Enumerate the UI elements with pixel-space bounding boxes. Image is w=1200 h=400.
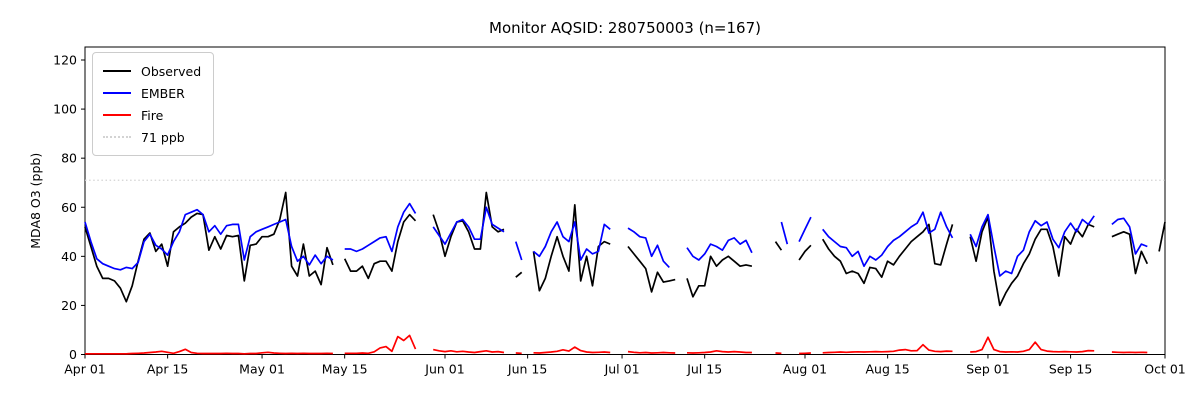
series-line-ember — [514, 241, 523, 261]
series-line-observed — [821, 223, 954, 285]
series-line-observed — [84, 191, 334, 303]
x-tick-label: Jul 01 — [604, 362, 640, 377]
x-tick-label: Aug 15 — [865, 362, 909, 377]
series-line-observed — [432, 191, 505, 258]
series-line-fire — [822, 343, 953, 354]
x-tick-label: Jun 15 — [507, 362, 547, 377]
series-line-fire — [85, 348, 333, 355]
series-line-observed — [343, 213, 417, 280]
legend-item-observed: Observed — [103, 60, 201, 82]
series-line-observed — [686, 255, 753, 298]
x-tick-label: Jul 15 — [686, 362, 722, 377]
series-line-fire — [970, 336, 1095, 353]
series-line-ember — [1111, 217, 1148, 255]
series-line-observed — [627, 245, 676, 293]
y-axis-label: MDA8 O3 (ppb) — [28, 153, 43, 249]
chart-title: Monitor AQSID: 280750003 (n=167) — [489, 19, 761, 37]
x-tick-label: Oct 01 — [1144, 362, 1186, 377]
legend-line-swatch — [103, 136, 131, 138]
series-line-fire — [686, 349, 752, 354]
series-line-observed — [798, 244, 812, 261]
legend-item-71-ppb: 71 ppb — [103, 126, 201, 148]
legend-label: Observed — [141, 63, 202, 79]
x-tick-label: Jun 01 — [424, 362, 464, 377]
legend-line-swatch — [103, 114, 131, 116]
legend-line-swatch — [103, 70, 131, 72]
x-tick-label: Aug 01 — [783, 362, 827, 377]
series-line-fire — [799, 352, 811, 355]
legend-label: 71 ppb — [141, 129, 185, 145]
series-line-observed — [969, 216, 1095, 307]
y-tick-label: 80 — [61, 151, 77, 166]
series-line-ember — [780, 221, 789, 245]
series-line-fire — [433, 348, 505, 354]
series-line-fire — [627, 350, 676, 354]
series-line-observed — [1158, 221, 1166, 252]
legend: Observed EMBER Fire 71 ppb — [92, 52, 215, 156]
x-tick-label: May 15 — [322, 362, 368, 377]
series-line-ember — [532, 221, 611, 261]
series-line-fire — [344, 334, 417, 355]
series-line-ember — [432, 206, 505, 245]
x-tick-label: Apr 15 — [147, 362, 189, 377]
series-line-observed — [1111, 230, 1149, 275]
series-line-ember — [798, 216, 812, 242]
y-tick-label: 60 — [61, 200, 77, 215]
y-tick-label: 40 — [61, 249, 77, 264]
series-line-ember — [344, 202, 417, 253]
series-line-ember — [822, 211, 954, 268]
series-line-observed — [532, 203, 611, 292]
series-line-ember — [686, 237, 753, 261]
x-tick-label: Apr 01 — [64, 362, 106, 377]
y-tick-label: 20 — [61, 298, 77, 313]
plot-area — [84, 46, 1166, 355]
series-line-observed — [774, 241, 783, 251]
y-tick-label: 120 — [53, 53, 77, 68]
series-line-fire — [533, 346, 611, 354]
legend-label: EMBER — [141, 85, 185, 101]
series-line-fire — [1111, 351, 1148, 354]
series-line-observed — [515, 271, 523, 278]
series-line-ember — [627, 227, 670, 268]
x-tick-label: Sep 15 — [1049, 362, 1092, 377]
y-tick-label: 0 — [69, 347, 77, 362]
series-line-ember — [969, 213, 1095, 277]
series-line-ember — [84, 208, 334, 271]
x-tick-label: May 01 — [239, 362, 285, 377]
x-tick-label: Sep 01 — [966, 362, 1009, 377]
legend-item-fire: Fire — [103, 104, 201, 126]
legend-line-swatch — [103, 92, 131, 94]
legend-item-ember: EMBER — [103, 82, 201, 104]
legend-label: Fire — [141, 107, 164, 123]
y-tick-label: 100 — [53, 102, 77, 117]
